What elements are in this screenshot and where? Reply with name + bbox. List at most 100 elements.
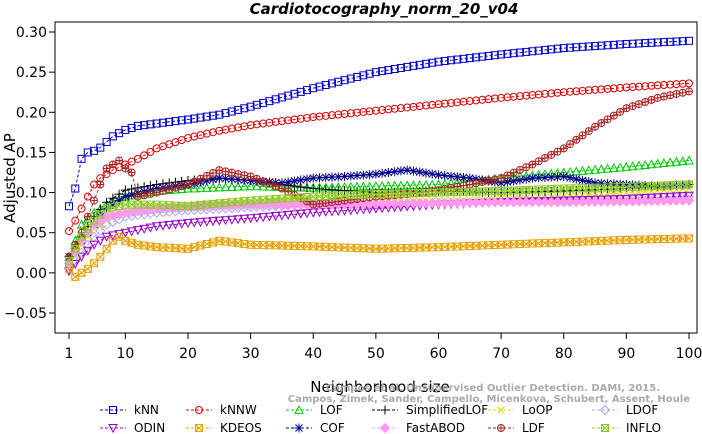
point-cof xyxy=(246,176,256,186)
point-lof xyxy=(82,213,93,223)
point-knn xyxy=(340,76,349,85)
point-ldf xyxy=(341,197,349,205)
legend-item-cof: COF xyxy=(286,421,345,434)
point-knnw xyxy=(415,102,424,111)
point-knn xyxy=(428,58,437,67)
legend-label-knnw: kNNW xyxy=(220,403,257,417)
point-cof xyxy=(421,168,431,178)
point-odin xyxy=(671,192,682,202)
point-ldf xyxy=(222,167,230,175)
legend-item-ldf: LDF xyxy=(488,421,545,434)
point-ldf xyxy=(215,166,223,174)
point-knn xyxy=(378,67,387,76)
point-knnw xyxy=(384,105,393,114)
point-knn xyxy=(540,45,549,54)
point-knn xyxy=(246,102,255,111)
point-ldf xyxy=(547,151,555,159)
point-odin xyxy=(89,240,99,250)
point-odin xyxy=(76,252,87,262)
point-knnw xyxy=(183,133,192,142)
point-ldf xyxy=(240,171,248,179)
point-lof xyxy=(671,156,682,166)
point-lof xyxy=(640,159,650,169)
point-cof xyxy=(114,196,124,206)
point-odin xyxy=(270,212,281,222)
point-knnw xyxy=(140,151,149,160)
point-knnw xyxy=(240,122,249,131)
point-knnw xyxy=(440,99,449,108)
point-odin xyxy=(277,211,287,221)
point-ldf xyxy=(322,199,330,207)
point-knn xyxy=(465,54,474,63)
axis-layer: 1 10 20 30 40 50 60 70 80 90 100 −0.05 0.00 0.05 0.10 0… xyxy=(4,25,702,362)
x-tick-label: 10 xyxy=(116,346,134,362)
point-lof xyxy=(239,181,250,191)
point-ldf xyxy=(641,98,649,106)
legend-marker-fastabod xyxy=(379,422,391,434)
point-knn xyxy=(503,49,512,58)
point-odin xyxy=(170,220,181,230)
y-tick-label: 0.30 xyxy=(16,25,47,41)
point-knnw xyxy=(659,80,668,89)
point-knnw xyxy=(77,204,86,213)
point-knnw xyxy=(622,83,631,92)
legend-label-ldf: LDF xyxy=(522,421,545,434)
point-ldf xyxy=(78,229,86,237)
point-cof xyxy=(327,172,337,182)
x-tick-label: 60 xyxy=(430,346,448,362)
point-knn xyxy=(497,50,506,59)
watermark-citation: Campos et al. Unsupervised Outlier Detec… xyxy=(326,383,660,394)
point-cof xyxy=(377,168,387,178)
series-knnw xyxy=(65,79,693,236)
point-lof xyxy=(677,156,688,166)
point-ldf-ring xyxy=(121,164,130,173)
point-odin xyxy=(108,231,118,241)
point-odin xyxy=(176,219,187,229)
point-knnw xyxy=(509,92,518,101)
point-knnw xyxy=(209,128,218,137)
point-knn xyxy=(622,40,631,49)
point-lof xyxy=(208,182,218,192)
point-knn xyxy=(359,71,368,80)
legend-item-inflo: INFLO xyxy=(592,421,661,434)
point-ldf xyxy=(121,164,129,172)
point-knn xyxy=(534,46,543,55)
point-knn xyxy=(65,202,73,211)
point-odin xyxy=(220,216,231,226)
point-odin xyxy=(214,216,225,226)
legend-label-simplifiedlof: SimplifiedLOF xyxy=(406,403,488,417)
point-knn xyxy=(259,98,268,107)
y-tick-label: 0.15 xyxy=(16,145,47,161)
legend-label-kdeos: KDEOS xyxy=(220,421,262,434)
point-ldf-ring xyxy=(597,119,606,128)
point-knn xyxy=(215,110,224,119)
point-knnw xyxy=(403,103,412,112)
point-knn xyxy=(490,51,499,60)
chart-title: Cardiotocography_norm_20_v04 xyxy=(250,0,519,18)
point-knn xyxy=(102,137,111,146)
point-knn xyxy=(290,89,299,98)
point-knnw xyxy=(465,97,474,106)
point-knn xyxy=(616,40,625,49)
y-tick-label: 0.05 xyxy=(16,226,47,242)
point-knnw xyxy=(246,121,255,130)
point-knn xyxy=(271,95,280,104)
y-tick-label: 0.00 xyxy=(16,266,47,282)
point-ldf xyxy=(528,160,536,168)
point-knnw xyxy=(346,109,355,118)
point-knn xyxy=(415,60,424,69)
point-knn xyxy=(71,184,80,193)
point-ldf-ring xyxy=(616,107,625,116)
legend-item-fastabod: FastABOD xyxy=(372,421,465,434)
point-cof xyxy=(496,178,506,188)
point-knnw xyxy=(453,98,462,107)
point-odin xyxy=(295,209,306,219)
point-knnw xyxy=(340,109,349,118)
point-lof xyxy=(615,162,625,172)
point-knn xyxy=(309,84,318,93)
point-knn xyxy=(634,39,643,48)
point-cof xyxy=(465,173,475,183)
point-knn xyxy=(77,154,86,163)
point-knnw xyxy=(553,88,562,97)
